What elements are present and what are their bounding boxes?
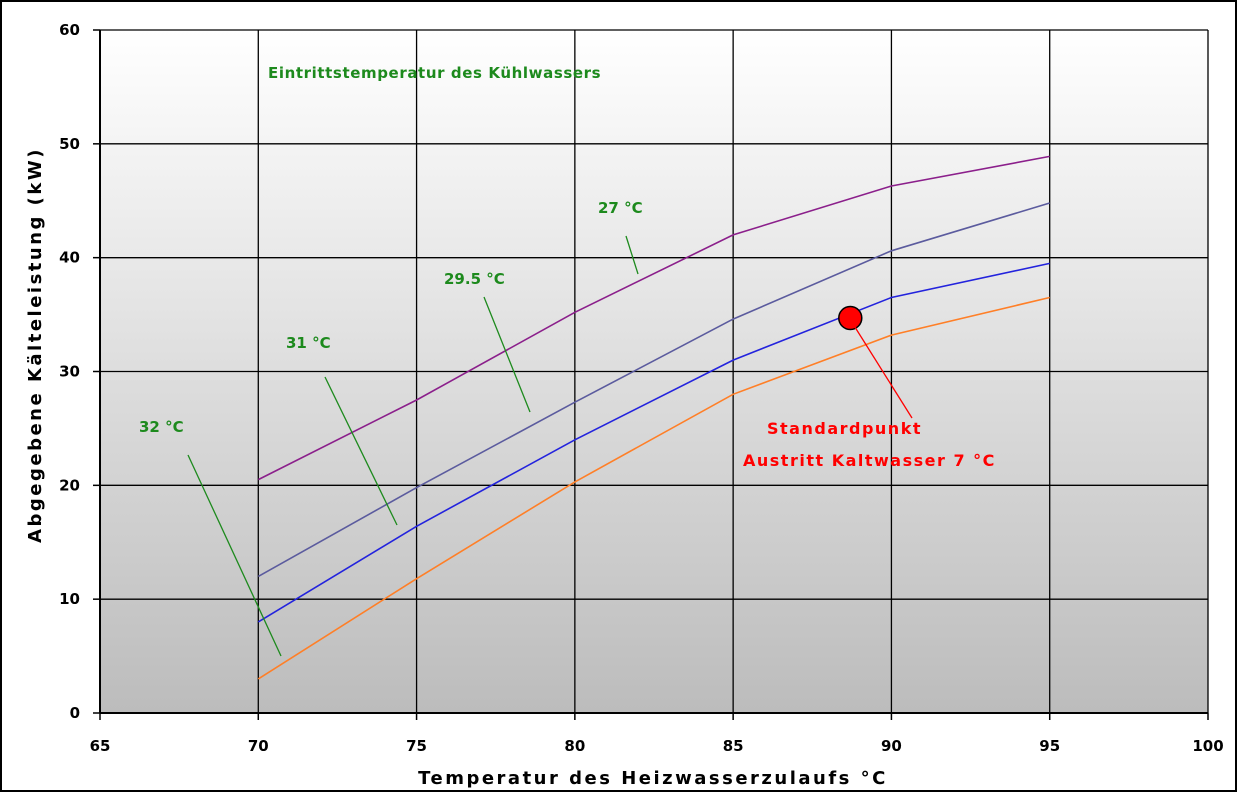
y-axis-title: Abgegebene Kälteleistung (kW) — [25, 147, 46, 543]
series-label-29-5: 29.5 °C — [444, 270, 531, 413]
series-label-32: 32 °C — [139, 418, 282, 657]
standard-point-leader — [853, 325, 913, 419]
y-tick-label: 30 — [59, 363, 80, 381]
series-label-29-5-text: 29.5 °C — [444, 270, 505, 288]
legend-title: Eintrittstemperatur des Kühlwassers — [268, 64, 601, 82]
grid-layer — [93, 29, 1209, 720]
x-tick-label: 70 — [248, 737, 269, 755]
y-tick-label: 20 — [59, 476, 80, 494]
x-tick-label: 95 — [1039, 737, 1060, 755]
x-axis-title: Temperatur des Heizwasserzulaufs °C — [418, 768, 888, 789]
series-label-29-5-leader — [483, 296, 531, 413]
x-tick-label: 90 — [881, 737, 902, 755]
series-label-32-text: 32 °C — [139, 418, 184, 436]
tick-layer: 65 70 75 80 85 90 95 100 0 10 20 30 40 50 60 — [59, 21, 1224, 755]
series-label-27-text: 27 °C — [598, 199, 643, 217]
series-label-32-leader — [187, 454, 282, 657]
x-tick-label: 80 — [564, 737, 585, 755]
series-layer — [257, 155, 1050, 680]
series-line-3 — [257, 296, 1050, 680]
y-tick-label: 50 — [59, 135, 80, 153]
series-line-1 — [257, 202, 1050, 578]
y-tick-label: 10 — [59, 590, 80, 608]
x-tick-label: 75 — [406, 737, 427, 755]
standard-point-marker — [838, 305, 863, 331]
y-tick-label: 60 — [59, 21, 80, 39]
y-tick-label: 0 — [70, 704, 80, 722]
series-label-31-text: 31 °C — [286, 334, 331, 352]
series-label-31: 31 °C — [286, 334, 398, 526]
x-tick-label: 100 — [1192, 737, 1223, 755]
standard-point-label: Standardpunkt — [767, 419, 922, 438]
series-label-27: 27 °C — [598, 199, 643, 275]
series-line-2 — [257, 262, 1050, 623]
standard-point-sublabel: Austritt Kaltwasser 7 °C — [743, 451, 996, 470]
x-tick-label: 85 — [723, 737, 744, 755]
series-line-0 — [257, 155, 1050, 481]
series-label-27-leader — [625, 235, 639, 275]
y-tick-label: 40 — [59, 249, 80, 267]
x-tick-label: 65 — [90, 737, 111, 755]
series-label-31-leader — [324, 376, 398, 526]
